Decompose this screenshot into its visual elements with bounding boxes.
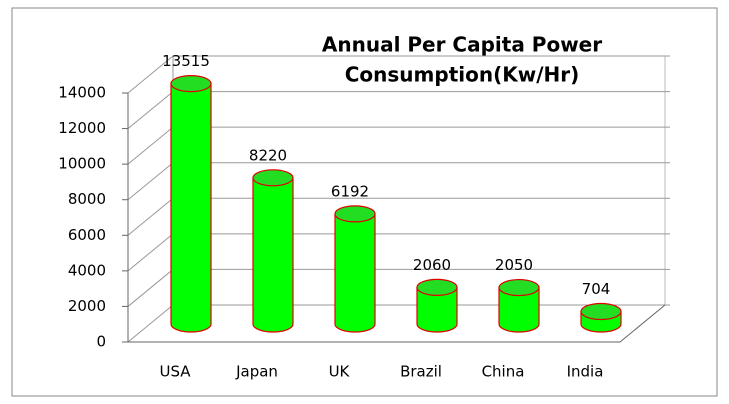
value-label: 13515 — [162, 52, 210, 70]
x-tick-label: Japan — [235, 363, 278, 381]
value-label: 2060 — [413, 256, 451, 274]
chart-title: Annual Per Capita Power — [322, 33, 602, 57]
y-tick-label: 10000 — [58, 155, 106, 173]
grid-line — [127, 55, 670, 94]
bar — [334, 213, 376, 333]
x-tick-label: India — [567, 363, 604, 381]
y-tick-label: 0 — [96, 333, 106, 351]
x-tick-label: USA — [159, 363, 191, 381]
y-tick-label: 2000 — [68, 297, 106, 315]
value-label: 6192 — [331, 182, 369, 200]
y-tick-label: 14000 — [58, 84, 106, 102]
floor — [128, 304, 666, 343]
value-label: 2050 — [495, 256, 533, 274]
bar — [498, 286, 540, 333]
y-tick-label: 8000 — [68, 190, 106, 208]
bar-top — [170, 75, 212, 93]
y-tick-label: 4000 — [68, 261, 106, 279]
bar-top — [416, 278, 458, 296]
bar-top — [252, 169, 294, 187]
chart-title: Consumption(Kw/Hr) — [345, 63, 580, 87]
bar — [252, 177, 294, 333]
y-tick-label: 6000 — [68, 226, 106, 244]
x-tick-label: UK — [329, 363, 351, 381]
value-label: 704 — [582, 280, 611, 298]
x-tick-label: China — [482, 363, 525, 381]
bar — [416, 286, 458, 333]
bar — [170, 83, 212, 333]
bar-top — [580, 302, 622, 321]
bar-top — [334, 205, 376, 223]
x-tick-label: Brazil — [400, 363, 442, 381]
y-tick-label: 12000 — [58, 119, 106, 137]
bar-top — [498, 278, 540, 297]
value-label: 8220 — [249, 146, 287, 164]
